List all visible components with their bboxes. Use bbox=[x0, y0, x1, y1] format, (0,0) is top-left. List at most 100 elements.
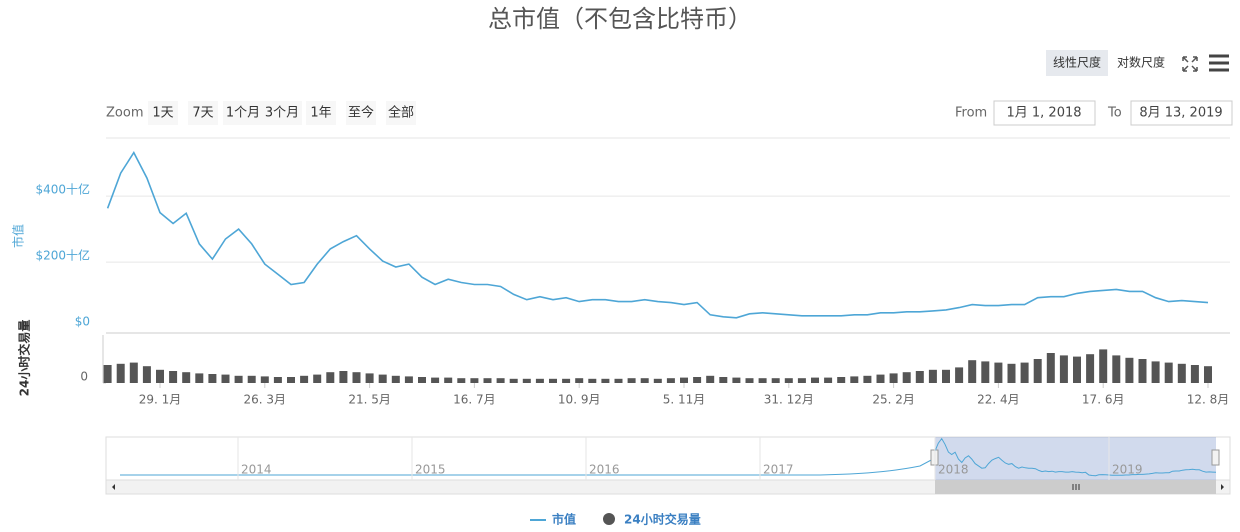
volume-bar bbox=[968, 360, 977, 383]
volume-bar bbox=[234, 375, 243, 383]
scale-button[interactable]: 对数尺度 bbox=[1117, 55, 1165, 70]
volume-bar bbox=[352, 372, 361, 383]
zoom-button[interactable]: 至今 bbox=[348, 105, 374, 121]
volume-bar bbox=[1190, 365, 1199, 383]
x-tick-label: 31. 12月 bbox=[764, 393, 814, 407]
from-value[interactable]: 1月 1, 2018 bbox=[1006, 106, 1081, 121]
volume-bar bbox=[588, 378, 597, 383]
volume-bar bbox=[1059, 355, 1068, 383]
zoom-button-bg[interactable] bbox=[148, 101, 178, 125]
legend-label[interactable]: 市值 bbox=[552, 512, 576, 527]
from-input[interactable] bbox=[993, 100, 1096, 126]
volume-bar bbox=[732, 377, 741, 383]
volume-bar bbox=[182, 372, 191, 383]
volume-bar bbox=[1073, 356, 1081, 383]
zoom-button[interactable]: 全部 bbox=[388, 105, 414, 121]
volume-bar bbox=[994, 362, 1003, 383]
to-value[interactable]: 8月 13, 2019 bbox=[1139, 106, 1222, 121]
x-tick-label: 16. 7月 bbox=[453, 393, 496, 407]
navigator-handle[interactable] bbox=[1211, 449, 1220, 466]
to-label: To bbox=[1107, 106, 1122, 121]
zoom-button-bg[interactable] bbox=[306, 101, 336, 125]
volume-bar bbox=[719, 377, 728, 383]
volume-bar bbox=[942, 369, 950, 383]
scale-button-bg[interactable] bbox=[1046, 50, 1108, 76]
volume-bar bbox=[601, 378, 610, 383]
navigator-selection[interactable] bbox=[935, 437, 1216, 480]
volume-bar bbox=[902, 372, 911, 383]
navigator-label: 2015 bbox=[415, 463, 446, 477]
x-tick-label: 5. 11月 bbox=[663, 393, 706, 407]
scale-button[interactable]: 线性尺度 bbox=[1053, 55, 1101, 70]
volume-bar bbox=[797, 378, 806, 383]
volume-bar bbox=[208, 374, 217, 383]
volume-bar bbox=[706, 375, 715, 383]
zoom-button-bg[interactable] bbox=[188, 101, 218, 125]
x-tick-label: 10. 9月 bbox=[558, 393, 601, 407]
volume-bar bbox=[1086, 354, 1095, 383]
navigator-label: 2018 bbox=[938, 463, 969, 477]
volume-bar bbox=[444, 377, 453, 383]
volume-bar bbox=[811, 377, 819, 383]
zoom-button[interactable]: 3个月 bbox=[265, 106, 299, 121]
y2-tick-label: 0 bbox=[80, 370, 88, 384]
volume-bar bbox=[116, 363, 125, 383]
volume-bar bbox=[928, 369, 937, 383]
volume-bar bbox=[614, 378, 623, 383]
scrollbar-grip bbox=[1072, 484, 1080, 490]
volume-bar bbox=[680, 377, 688, 383]
x-tick-label: 12. 8月 bbox=[1187, 393, 1230, 407]
x-tick-label: 22. 4月 bbox=[977, 393, 1020, 407]
navigator-history bbox=[819, 457, 936, 476]
navigator-label: 2016 bbox=[589, 463, 620, 477]
legend-label[interactable]: 24小时交易量 bbox=[624, 512, 701, 527]
volume-bar bbox=[1099, 349, 1108, 383]
volume-bar bbox=[784, 378, 793, 383]
volume-bar bbox=[666, 378, 675, 383]
zoom-button[interactable]: 7天 bbox=[192, 106, 213, 121]
legend-symbol[interactable] bbox=[603, 513, 615, 525]
volume-bar bbox=[221, 374, 230, 383]
zoom-button[interactable]: 1个月 bbox=[226, 106, 260, 121]
volume-bar bbox=[955, 367, 964, 383]
volume-bar bbox=[889, 373, 898, 383]
volume-bar bbox=[169, 371, 178, 383]
zoom-button-bg[interactable] bbox=[262, 101, 302, 125]
volume-bar bbox=[745, 378, 754, 383]
to-input[interactable] bbox=[1130, 100, 1233, 126]
zoom-button-bg[interactable] bbox=[386, 101, 416, 125]
volume-bar bbox=[876, 374, 885, 383]
navigator-line bbox=[934, 437, 1217, 477]
volume-bar bbox=[313, 374, 322, 383]
volume-bar bbox=[1020, 362, 1029, 383]
volume-bar bbox=[1112, 355, 1121, 383]
volume-bar bbox=[575, 378, 584, 383]
volume-bar bbox=[981, 361, 990, 383]
zoom-button[interactable]: 1天 bbox=[152, 106, 173, 121]
volume-bar bbox=[326, 372, 335, 383]
volume-bar bbox=[1151, 361, 1160, 383]
fullscreen-icon[interactable] bbox=[1182, 56, 1198, 72]
navigator-label: 2017 bbox=[763, 463, 794, 477]
volume-bar bbox=[287, 377, 295, 383]
volume-bar bbox=[693, 377, 702, 383]
zoom-button-bg[interactable] bbox=[223, 101, 263, 125]
x-tick-label: 25. 2月 bbox=[872, 393, 915, 407]
zoom-button-bg[interactable] bbox=[346, 101, 376, 125]
y-tick-label: $400十亿 bbox=[35, 182, 90, 197]
volume-bar bbox=[431, 377, 440, 383]
menu-icon[interactable] bbox=[1209, 54, 1229, 72]
volume-bar bbox=[156, 369, 164, 383]
volume-bar bbox=[1138, 359, 1147, 383]
volume-bar bbox=[837, 377, 846, 383]
volume-bar bbox=[273, 377, 282, 383]
volume-bar bbox=[1007, 363, 1016, 383]
volume-bar bbox=[549, 378, 557, 383]
volume-bar bbox=[758, 378, 767, 383]
volume-bar bbox=[535, 378, 544, 383]
zoom-label: Zoom bbox=[106, 106, 143, 121]
volume-bar bbox=[496, 378, 505, 383]
zoom-button[interactable]: 1年 bbox=[310, 106, 331, 121]
volume-bar bbox=[391, 375, 400, 383]
